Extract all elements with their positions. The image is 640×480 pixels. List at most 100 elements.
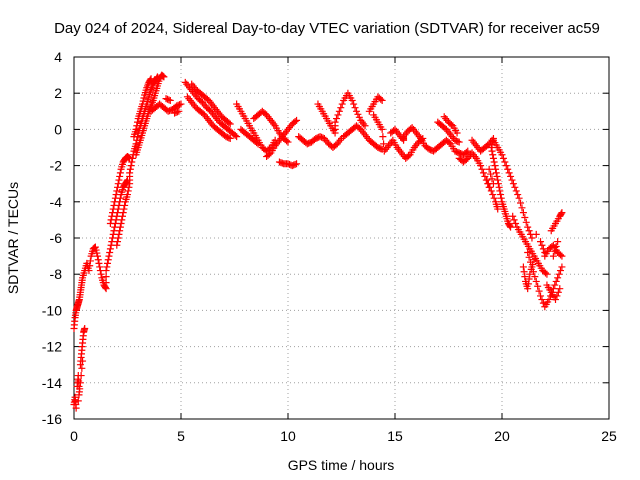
grid-lines (74, 57, 609, 419)
data-point (110, 201, 118, 209)
data-point (530, 256, 538, 264)
y-tick-label: -16 (42, 411, 62, 427)
data-point (102, 267, 110, 275)
data-point (377, 95, 385, 103)
x-tick-label: 15 (387, 428, 403, 444)
data-point (487, 170, 495, 178)
data-point (105, 252, 113, 260)
data-point (464, 147, 472, 155)
data-point (555, 270, 563, 278)
data-point (529, 261, 537, 269)
data-point (525, 275, 533, 283)
data-point (94, 256, 102, 264)
data-point (115, 176, 123, 184)
data-point (512, 187, 520, 195)
data-point (498, 151, 506, 159)
data-point (225, 119, 233, 127)
data-point (127, 162, 135, 170)
data-point (338, 100, 346, 108)
data-point (488, 147, 496, 155)
data-point (487, 187, 495, 195)
data-point (284, 138, 292, 146)
y-tick-label: 4 (54, 49, 62, 65)
data-point (554, 238, 562, 246)
data-point (477, 162, 485, 170)
data-point (106, 245, 114, 253)
data-point (483, 176, 491, 184)
y-tick-label: -2 (50, 158, 63, 174)
data-point (102, 273, 110, 281)
x-tick-label: 25 (601, 428, 617, 444)
data-point (487, 144, 495, 151)
data-point (291, 118, 299, 126)
data-point (76, 379, 84, 387)
data-point (113, 187, 121, 195)
data-point (158, 72, 166, 80)
data-point (335, 107, 343, 115)
data-point (265, 150, 273, 158)
data-point (173, 108, 181, 116)
data-point (74, 397, 82, 405)
data-point (379, 133, 387, 141)
data-point (124, 191, 131, 199)
data-point (520, 268, 528, 276)
data-point (283, 137, 291, 145)
data-point (113, 241, 121, 249)
data-point (511, 183, 519, 191)
data-point (521, 273, 529, 281)
data-point (497, 191, 505, 199)
data-points (70, 71, 566, 412)
x-tick-label: 10 (280, 428, 296, 444)
data-point (140, 94, 148, 102)
data-point (111, 198, 119, 206)
data-point (481, 172, 489, 180)
data-point (489, 191, 497, 199)
data-point (293, 160, 301, 168)
x-axis-label: GPS time / hours (288, 457, 395, 473)
data-point (350, 100, 358, 108)
data-point (133, 118, 141, 126)
data-point (557, 210, 565, 218)
data-point (352, 107, 360, 115)
data-point (494, 205, 502, 213)
data-point (233, 133, 241, 141)
data-point (526, 270, 534, 278)
data-point (355, 113, 363, 121)
data-point (497, 194, 505, 202)
data-point (226, 134, 234, 142)
data-point (478, 165, 486, 173)
data-point (508, 176, 516, 184)
data-point (537, 292, 545, 300)
y-tick-label: -12 (42, 339, 62, 355)
data-point (348, 96, 356, 104)
data-point (81, 325, 89, 332)
y-tick-label: -8 (50, 266, 63, 282)
data-point (551, 281, 559, 289)
data-point (377, 145, 385, 153)
data-point (524, 223, 532, 231)
data-point (133, 122, 141, 130)
data-point (116, 223, 124, 231)
data-point (519, 263, 527, 271)
data-point (492, 165, 500, 173)
data-point (128, 154, 136, 162)
data-point (525, 253, 533, 261)
data-point (126, 169, 134, 177)
data-point (490, 158, 498, 166)
data-point (78, 364, 86, 372)
data-point (514, 191, 522, 199)
data-point (507, 172, 515, 180)
data-point (121, 201, 129, 209)
data-point (554, 288, 562, 296)
data-point (552, 296, 559, 304)
data-point (532, 277, 540, 285)
data-point (160, 73, 168, 81)
data-point (454, 137, 462, 145)
data-point (109, 205, 117, 213)
data-point (528, 234, 536, 242)
data-point (519, 209, 527, 217)
data-point (455, 138, 463, 146)
data-point (231, 131, 239, 139)
data-point (554, 274, 562, 282)
data-point (501, 158, 509, 166)
